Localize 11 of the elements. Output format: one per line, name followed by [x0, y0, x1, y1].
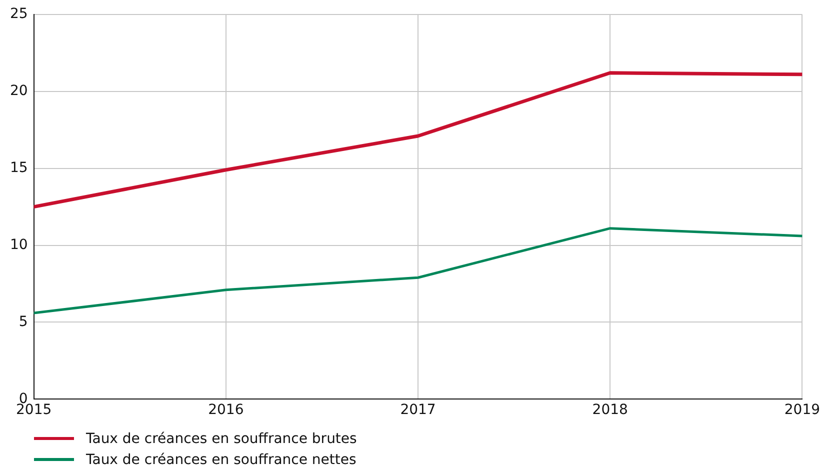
y-tick-label: 5 [18, 314, 28, 330]
legend-label: Taux de créances en souffrance brutes [86, 430, 357, 446]
x-tick-label: 2016 [208, 402, 244, 418]
x-tick-label: 2019 [784, 402, 820, 418]
x-tick-label: 2017 [400, 402, 436, 418]
y-tick-label: 25 [10, 6, 28, 22]
y-tick-label: 10 [10, 236, 28, 253]
x-tick-label: 2018 [592, 402, 628, 418]
y-tick-label: 15 [10, 160, 28, 176]
y-tick-label: 20 [10, 83, 28, 99]
legend-label: Taux de créances en souffrance nettes [86, 452, 356, 468]
